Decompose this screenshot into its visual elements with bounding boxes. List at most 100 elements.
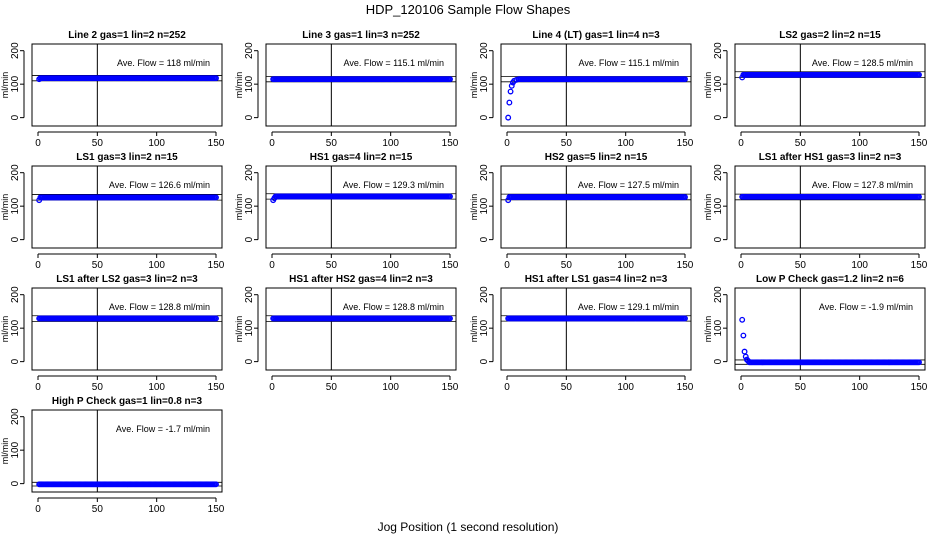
x-tick-label: 100	[617, 382, 634, 393]
y-axis-label: ml/min	[0, 194, 10, 221]
panel-title: HS2 gas=5 lin=2 n=15	[545, 152, 648, 163]
plot-frame	[265, 43, 457, 127]
x-tick-label: 50	[92, 138, 104, 149]
x-tick-label: 0	[35, 260, 41, 271]
x-tick-label: 50	[92, 504, 104, 515]
plot-frame	[31, 43, 223, 127]
average-flow-annotation: Ave. Flow = 129.1 ml/min	[578, 302, 679, 312]
x-tick-label: 50	[795, 260, 807, 271]
panel-3: Line 4 (LT) gas=1 lin=4 n=3 0 100 200 ml/min…	[469, 30, 694, 149]
data-point	[505, 114, 512, 121]
x-tick-label: 100	[851, 260, 868, 271]
y-tick-label: 0	[479, 358, 490, 364]
x-tick-label: 50	[561, 138, 573, 149]
x-tick-label: 150	[911, 138, 928, 149]
plot-frame	[734, 287, 926, 371]
panel-title: LS1 after HS1 gas=3 lin=2 n=3	[759, 152, 902, 163]
x-tick-label: 100	[148, 382, 165, 393]
data-point	[740, 332, 747, 339]
y-tick-label: 200	[10, 408, 21, 425]
y-tick-label: 0	[244, 236, 255, 242]
x-tick-label: 100	[148, 138, 165, 149]
average-flow-annotation: Ave. Flow = -1.9 ml/min	[819, 302, 913, 312]
data-point	[447, 193, 453, 200]
data-point	[447, 76, 453, 83]
x-tick-label: 0	[504, 260, 510, 271]
panel-9: LS1 after LS2 gas=3 lin=2 n=3 0 100 200 ml/m…	[0, 274, 225, 393]
figure-title: HDP_120106 Sample Flow Shapes	[366, 2, 571, 17]
y-tick-label: 200	[713, 164, 724, 181]
y-tick-label: 200	[479, 286, 490, 303]
x-tick-label: 0	[504, 382, 510, 393]
y-tick-label: 100	[10, 441, 21, 458]
y-tick-label: 100	[713, 319, 724, 336]
y-tick-label: 100	[479, 75, 490, 92]
x-tick-label: 50	[326, 138, 338, 149]
y-tick-label: 200	[479, 42, 490, 59]
data-points	[739, 193, 922, 200]
data-point	[506, 99, 513, 106]
x-tick-label: 150	[208, 138, 225, 149]
y-tick-label: 0	[713, 358, 724, 364]
x-tick-label: 100	[148, 504, 165, 515]
y-axis-label: ml/min	[0, 72, 10, 99]
y-tick-label: 100	[10, 197, 21, 214]
y-axis-label: ml/min	[703, 194, 713, 221]
plot-frame	[31, 165, 223, 249]
data-point	[508, 82, 515, 89]
data-points	[505, 194, 688, 204]
x-tick-label: 100	[382, 260, 399, 271]
average-flow-annotation: Ave. Flow = 126.6 ml/min	[109, 180, 210, 190]
y-tick-label: 200	[244, 164, 255, 181]
y-tick-label: 100	[479, 319, 490, 336]
x-tick-label: 150	[208, 504, 225, 515]
data-point	[682, 76, 688, 83]
x-tick-label: 0	[738, 260, 744, 271]
data-point	[682, 315, 688, 322]
y-tick-label: 0	[244, 358, 255, 364]
plot-frame	[734, 43, 926, 127]
average-flow-annotation: Ave. Flow = 128.8 ml/min	[109, 302, 210, 312]
x-tick-label: 150	[442, 260, 459, 271]
y-tick-label: 0	[479, 114, 490, 120]
plot-frame	[500, 287, 692, 371]
y-axis-label: ml/min	[234, 194, 244, 221]
x-tick-label: 150	[442, 382, 459, 393]
panel-title: HS1 after HS2 gas=4 lin=2 n=3	[289, 274, 433, 285]
panel-title: LS2 gas=2 lin=2 n=15	[779, 30, 881, 41]
plot-frame	[734, 165, 926, 249]
panel-6: HS1 gas=4 lin=2 n=15 0 100 200 ml/min 0 50 100 1…	[234, 152, 459, 271]
y-tick-label: 100	[713, 197, 724, 214]
data-point	[447, 315, 453, 322]
y-tick-label: 0	[713, 236, 724, 242]
x-tick-label: 0	[504, 138, 510, 149]
x-tick-label: 0	[269, 260, 275, 271]
y-axis-label: ml/min	[234, 72, 244, 99]
data-points	[36, 481, 219, 488]
y-axis-label: ml/min	[0, 438, 10, 465]
y-tick-label: 0	[713, 114, 724, 120]
y-tick-label: 100	[713, 75, 724, 92]
y-tick-label: 200	[244, 286, 255, 303]
y-tick-label: 200	[479, 164, 490, 181]
panel-11: HS1 after LS1 gas=4 lin=2 n=3 0 100 200 ml/m…	[469, 274, 694, 393]
plot-frame	[265, 165, 457, 249]
panel-title: LS1 after LS2 gas=3 lin=2 n=3	[56, 274, 198, 285]
x-tick-label: 50	[795, 382, 807, 393]
y-tick-label: 100	[244, 197, 255, 214]
y-tick-label: 0	[10, 358, 21, 364]
panel-8: LS1 after HS1 gas=3 lin=2 n=3 0 100 200 ml/m…	[703, 152, 928, 271]
panel-5: LS1 gas=3 lin=2 n=15 0 100 200 ml/min 0 50 100 1…	[0, 152, 225, 271]
x-tick-label: 50	[561, 382, 573, 393]
x-tick-label: 150	[208, 260, 225, 271]
y-axis-label: ml/min	[703, 316, 713, 343]
x-tick-label: 50	[92, 382, 104, 393]
data-points	[36, 315, 219, 322]
x-tick-label: 150	[677, 382, 694, 393]
panel-title: Line 4 (LT) gas=1 lin=4 n=3	[532, 30, 660, 41]
x-tick-label: 150	[442, 138, 459, 149]
x-tick-label: 0	[35, 382, 41, 393]
x-tick-label: 100	[851, 382, 868, 393]
panel-13: High P Check gas=1 lin=0.8 n=3 0 100 200 ml/…	[0, 396, 225, 515]
